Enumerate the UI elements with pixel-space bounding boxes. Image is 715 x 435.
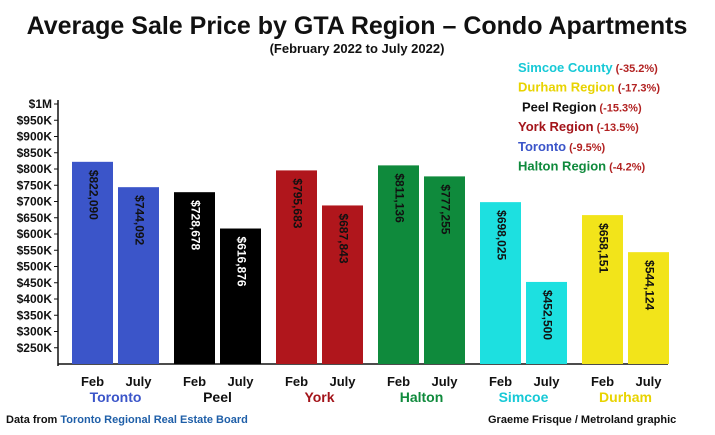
legend-name: Simcoe County [518, 60, 613, 75]
legend-pct: (-4.2%) [609, 162, 645, 174]
period-label: July [329, 374, 356, 389]
y-tick-label: $400K [17, 292, 53, 306]
bar-simcoe-feb [480, 202, 521, 364]
source-name: Toronto Regional Real Estate Board [60, 414, 247, 426]
legend-name: Toronto [518, 139, 566, 154]
data-label: $822,090 [86, 170, 100, 220]
legend: Simcoe County (-35.2%)Durham Region (-17.3… [518, 60, 660, 174]
bars: $822,090 $744,092 $728,678 $616,876 $795,683… [72, 161, 669, 364]
data-label: $687,843 [336, 213, 350, 263]
y-tick-label: $300K [17, 325, 53, 339]
y-tick-label: $250K [17, 341, 53, 355]
y-tick-label: $850K [17, 146, 53, 160]
bar-york-july [322, 205, 363, 364]
y-tick-label: $700K [17, 195, 53, 209]
region-label-toronto: Toronto [90, 389, 142, 405]
region-label-durham: Durham [599, 389, 652, 405]
legend-name: York Region [518, 119, 594, 134]
bar-toronto-july [118, 187, 159, 364]
credit-text: Graeme Frisque / Metroland graphic [488, 414, 676, 426]
period-label: July [227, 374, 254, 389]
legend-name: Peel Region [522, 99, 596, 114]
data-label: $452,500 [540, 290, 554, 340]
chart-title: Average Sale Price by GTA Region – Condo… [27, 12, 688, 40]
period-label: July [431, 374, 458, 389]
data-label: $744,092 [132, 195, 146, 245]
period-label: Feb [81, 374, 104, 389]
bar-york-feb [276, 170, 317, 364]
bar-peel-feb [174, 192, 215, 364]
legend-name: Durham Region [518, 80, 615, 95]
legend-pct: (-13.5%) [597, 122, 640, 134]
y-tick-label: $550K [17, 243, 53, 257]
period-label: July [635, 374, 662, 389]
chart-subtitle: (February 2022 to July 2022) [270, 41, 445, 56]
bar-peel-july [220, 228, 261, 364]
y-tick-label: $900K [17, 130, 53, 144]
data-label: $811,136 [392, 173, 406, 223]
period-label: Feb [285, 374, 308, 389]
y-tick-label: $500K [17, 260, 53, 274]
y-tick-label: $1M [29, 97, 52, 111]
y-axis: $250K $300K $350K $400K $450K $500K $550K $600K… [17, 97, 668, 366]
source-prefix: Data from [6, 414, 60, 426]
data-label: $777,255 [438, 184, 452, 234]
legend-name: Halton Region [518, 159, 606, 174]
data-label: $544,124 [642, 260, 656, 310]
legend-entry: Toronto (-9.5%) [518, 139, 606, 154]
period-label: July [125, 374, 152, 389]
data-label: $616,876 [234, 237, 248, 287]
legend-entry: Peel Region (-15.3%) [522, 99, 642, 114]
data-label: $658,151 [596, 223, 610, 273]
data-label: $698,025 [494, 210, 508, 260]
legend-pct: (-15.3%) [599, 102, 642, 114]
region-label-york: York [304, 389, 334, 405]
bar-durham-feb [582, 215, 623, 364]
y-tick-label: $450K [17, 276, 53, 290]
y-tick-label: $350K [17, 308, 53, 322]
legend-entry: Simcoe County (-35.2%) [518, 60, 658, 75]
legend-pct: (-35.2%) [616, 63, 659, 75]
period-label: July [533, 374, 560, 389]
data-label: $795,683 [290, 178, 304, 228]
y-tick-label: $600K [17, 227, 53, 241]
period-label: Feb [489, 374, 512, 389]
bar-toronto-feb [72, 161, 113, 364]
y-tick-label: $750K [17, 178, 53, 192]
legend-entry: Halton Region (-4.2%) [518, 159, 646, 174]
bar-halton-feb [378, 165, 419, 364]
source-text: Data from Toronto Regional Real Estate B… [6, 414, 248, 426]
bar-durham-july [628, 252, 669, 364]
data-label: $728,678 [188, 200, 202, 250]
region-label-halton: Halton [400, 389, 444, 405]
legend-entry: York Region (-13.5%) [518, 119, 639, 134]
legend-pct: (-17.3%) [618, 83, 661, 95]
bar-halton-july [424, 176, 465, 364]
footer: Data from Toronto Regional Real Estate B… [6, 414, 676, 426]
legend-pct: (-9.5%) [569, 142, 605, 154]
legend-entry: Durham Region (-17.3%) [518, 80, 660, 95]
region-label-peel: Peel [203, 389, 232, 405]
period-label: Feb [387, 374, 410, 389]
region-label-simcoe: Simcoe [499, 389, 549, 405]
period-label: Feb [591, 374, 614, 389]
bar-simcoe-july [526, 281, 567, 364]
y-tick-label: $800K [17, 162, 53, 176]
period-label: Feb [183, 374, 206, 389]
y-tick-label: $650K [17, 211, 53, 225]
y-tick-label: $950K [17, 113, 53, 127]
